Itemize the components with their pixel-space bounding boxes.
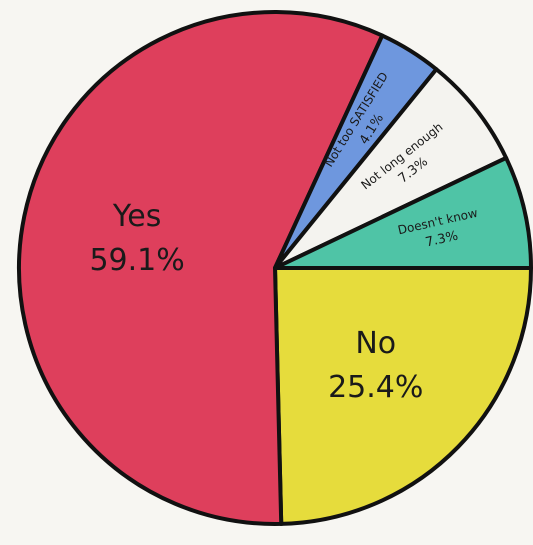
pie-slice [17,10,385,526]
pie-slice [273,266,533,526]
slice-label: 59.1% [89,243,184,278]
slice-category: Yes [112,199,161,234]
pie-slice [273,67,509,270]
pie-slice [273,155,533,270]
slice-label: 7.3% [424,229,460,251]
slice-category: No [355,326,396,361]
slice-label: 25.4% [328,370,423,405]
